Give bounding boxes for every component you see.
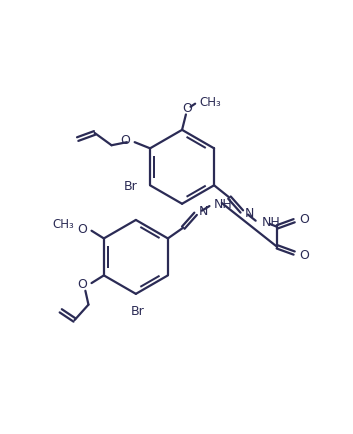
Text: CH₃: CH₃: [200, 95, 222, 108]
Text: Br: Br: [124, 181, 138, 193]
Text: NH: NH: [214, 198, 233, 211]
Text: O: O: [299, 213, 309, 226]
Text: O: O: [299, 249, 309, 262]
Text: Br: Br: [131, 305, 144, 318]
Text: O: O: [120, 134, 130, 147]
Text: NH: NH: [262, 216, 281, 229]
Text: N: N: [245, 207, 254, 220]
Text: N: N: [199, 205, 208, 218]
Text: O: O: [77, 223, 87, 236]
Text: CH₃: CH₃: [53, 218, 74, 231]
Text: O: O: [183, 102, 192, 115]
Text: O: O: [77, 278, 87, 291]
